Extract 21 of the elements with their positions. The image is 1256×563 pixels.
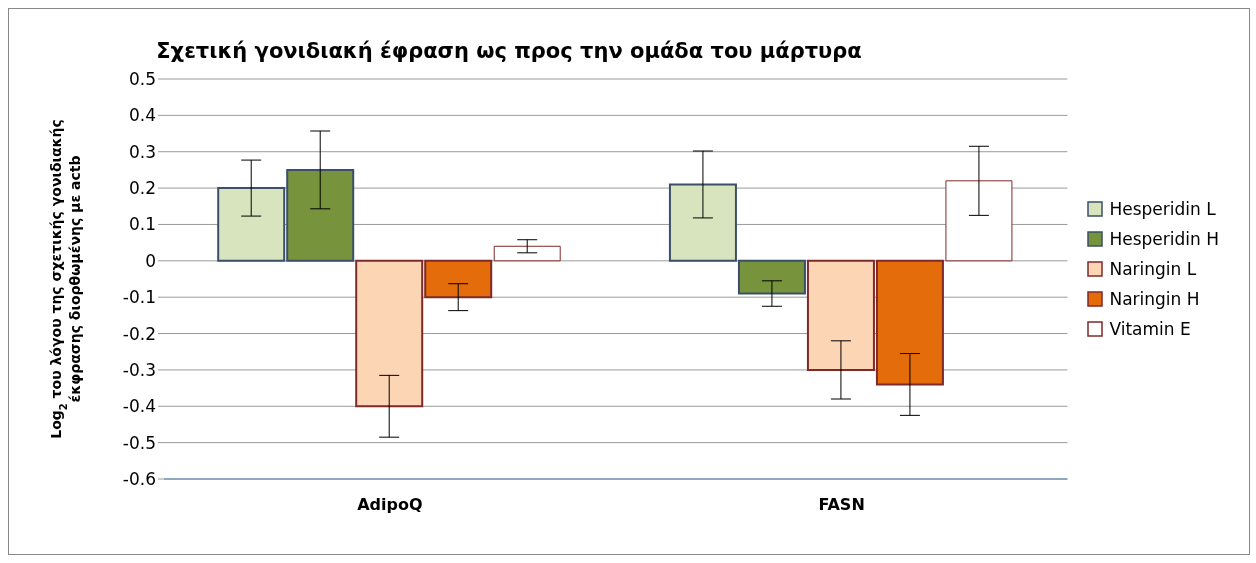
y-tick-label: 0.3 (128, 141, 156, 162)
y-tick-label: -0.3 (122, 359, 156, 380)
y-tick-label: 0.1 (128, 214, 156, 235)
legend-label: Hesperidin L (1109, 198, 1216, 221)
y-tick-label: 0.5 (128, 69, 156, 90)
y-tick-label: -0.2 (122, 323, 156, 344)
legend-label: Hesperidin H (1109, 228, 1219, 251)
y-tick-label: 0 (145, 250, 156, 271)
y-tick-label: -0.6 (122, 469, 156, 490)
y-tick-label: -0.4 (122, 396, 156, 417)
y-tick-label: -0.1 (122, 287, 156, 308)
y-tick-label: -0.5 (122, 432, 156, 453)
y-tick-label: 0.4 (128, 105, 156, 126)
legend-label: Naringin H (1109, 288, 1200, 311)
chart-title: Σχετική γονιδιακή έφραση ως προς την ομάδα του μάρτυρα (155, 39, 863, 63)
x-tick-label: FASN (818, 495, 865, 515)
legend-label: Naringin L (1109, 258, 1197, 281)
x-tick-label: AdipoQ (357, 495, 423, 515)
legend-label: Vitamin E (1109, 318, 1191, 341)
bar (493, 245, 561, 262)
y-tick-label: 0.2 (128, 178, 156, 199)
